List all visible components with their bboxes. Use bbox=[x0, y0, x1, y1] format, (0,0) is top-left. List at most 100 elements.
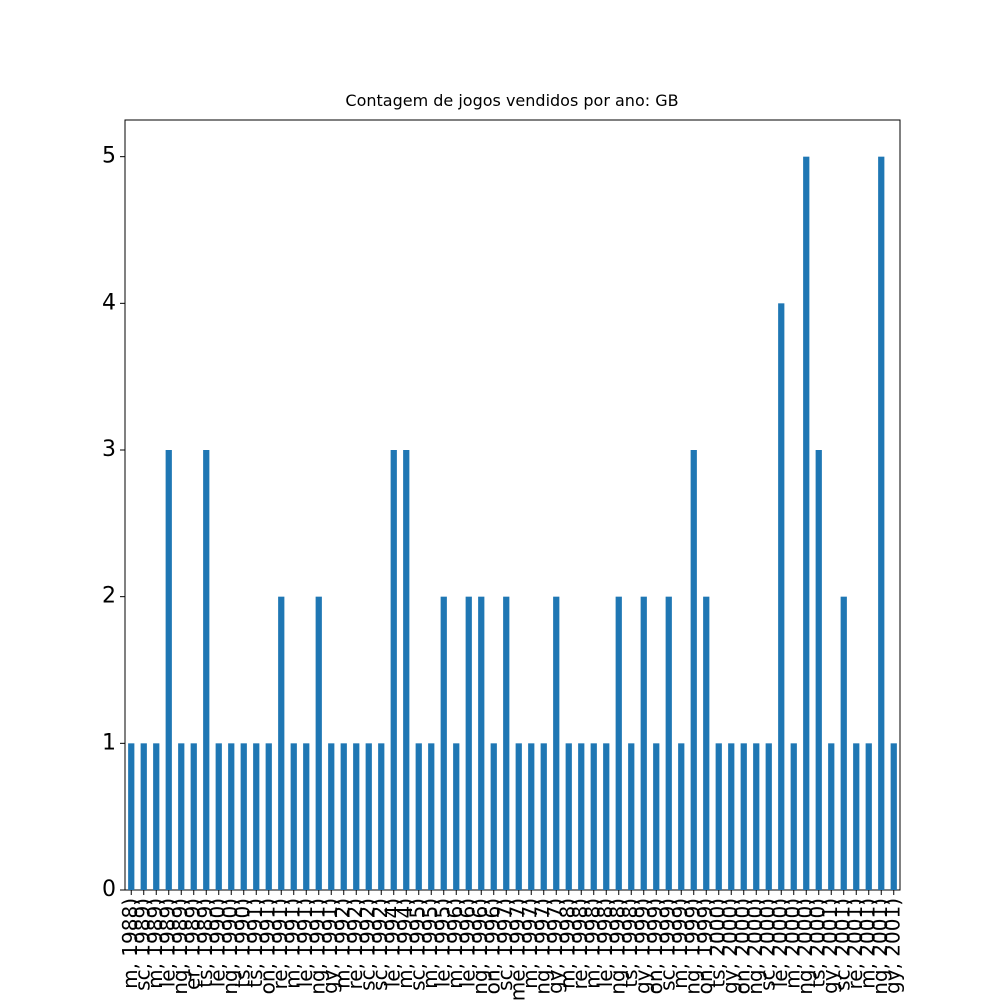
x-tick-label: ng, 1996) bbox=[468, 898, 492, 995]
x-tick-label: sc, 2000) bbox=[755, 898, 779, 991]
bar bbox=[540, 743, 547, 890]
bar bbox=[153, 743, 160, 890]
bar bbox=[653, 743, 660, 890]
x-tick-label: m, 2001) bbox=[855, 898, 879, 989]
bar bbox=[665, 596, 672, 890]
x-tick-label: m, 1998) bbox=[580, 898, 604, 989]
x-tick-label: m, 1997) bbox=[518, 898, 542, 989]
x-tick-label: me, 1997) bbox=[505, 898, 529, 1000]
bar bbox=[465, 596, 472, 890]
x-tick-label: ts, 1998) bbox=[618, 898, 642, 988]
x-tick-label: sc, 1997) bbox=[493, 898, 517, 991]
x-tick-label: ts, 2000) bbox=[805, 898, 829, 988]
x-tick-label: sc, 1989) bbox=[130, 898, 154, 991]
bar bbox=[228, 743, 235, 890]
x-tick-label: on, 1996) bbox=[480, 898, 504, 994]
bar bbox=[815, 450, 822, 890]
plot-frame bbox=[124, 119, 901, 891]
x-tick-label: m, 1988) bbox=[118, 898, 142, 989]
y-tick-label: 4 bbox=[102, 290, 116, 315]
x-tick-label: gy, 1991) bbox=[318, 898, 342, 994]
x-tick-label: re, 1991) bbox=[268, 898, 292, 990]
bar bbox=[828, 743, 835, 890]
bar bbox=[765, 743, 772, 890]
bar bbox=[315, 596, 322, 890]
x-tick-label: le, 1996) bbox=[455, 898, 479, 987]
x-tick-label: sc, 2001) bbox=[830, 898, 854, 991]
x-tick-label: ng, 1989) bbox=[168, 898, 192, 995]
x-tick-label: ng, 1998) bbox=[605, 898, 629, 995]
bar bbox=[478, 596, 485, 890]
bar bbox=[628, 743, 635, 890]
bar bbox=[178, 743, 185, 890]
x-tick-label: m, 1992) bbox=[330, 898, 354, 989]
bar bbox=[415, 743, 422, 890]
bar bbox=[565, 743, 572, 890]
bar bbox=[728, 743, 735, 890]
bar bbox=[490, 743, 497, 890]
bar bbox=[578, 743, 585, 890]
bar bbox=[365, 743, 372, 890]
bar bbox=[203, 450, 210, 890]
bar bbox=[878, 156, 885, 890]
x-tick-label: le, 1989) bbox=[155, 898, 179, 987]
bar bbox=[678, 743, 685, 890]
x-tick-label: m, 1994) bbox=[393, 898, 417, 989]
bar bbox=[803, 156, 810, 890]
x-tick-label: sc, 1995) bbox=[405, 898, 429, 991]
bar bbox=[553, 596, 560, 890]
bar bbox=[753, 743, 760, 890]
x-tick-label: gy, 2000) bbox=[718, 898, 742, 994]
x-tick-label: le, 1995) bbox=[430, 898, 454, 987]
y-tick-label: 2 bbox=[102, 584, 116, 609]
x-tick-label: gy, 2001) bbox=[880, 898, 904, 994]
x-tick-label: ng, 2001) bbox=[868, 898, 892, 995]
x-tick-label: ng, 1997) bbox=[530, 898, 554, 995]
bar bbox=[215, 743, 222, 890]
x-tick-label: ts, 1991) bbox=[243, 898, 267, 988]
y-tick-label: 5 bbox=[102, 144, 116, 169]
x-tick-label: m, 1989) bbox=[143, 898, 167, 989]
bar bbox=[240, 743, 247, 890]
x-tick-label: ng, 2000) bbox=[743, 898, 767, 995]
x-tick-label: ts, 1990) bbox=[230, 898, 254, 988]
y-tick-label: 0 bbox=[102, 877, 116, 902]
bar bbox=[403, 450, 410, 890]
x-tick-label: m, 1991) bbox=[280, 898, 304, 989]
bar bbox=[528, 743, 535, 890]
bar bbox=[603, 743, 610, 890]
x-tick-label: ng, 1991) bbox=[305, 898, 329, 995]
bar bbox=[265, 743, 272, 890]
bar bbox=[690, 450, 697, 890]
x-tick-label: ng, 1990) bbox=[218, 898, 242, 995]
bar bbox=[440, 596, 447, 890]
x-tick-label: m, 2000) bbox=[780, 898, 804, 989]
x-tick-label: gy, 2001) bbox=[818, 898, 842, 994]
bar bbox=[703, 596, 710, 890]
y-tick-label: 1 bbox=[102, 730, 116, 755]
bar bbox=[853, 743, 860, 890]
x-tick-label: m, 1999) bbox=[668, 898, 692, 989]
x-tick-label: m, 1996) bbox=[443, 898, 467, 989]
x-tick-label: on, 1999) bbox=[693, 898, 717, 994]
x-tick-label: m, 1995) bbox=[418, 898, 442, 989]
bar bbox=[165, 450, 172, 890]
bar bbox=[278, 596, 285, 890]
x-tick-label: ng, 1999) bbox=[680, 898, 704, 995]
bar bbox=[790, 743, 797, 890]
x-tick-label: on, 1991) bbox=[255, 898, 279, 994]
x-tick-label: le, 1998) bbox=[593, 898, 617, 987]
y-tick-label: 3 bbox=[102, 437, 116, 462]
x-tick-label: le, 1991) bbox=[293, 898, 317, 987]
x-tick-label: on, 2000) bbox=[730, 898, 754, 994]
x-tick-label: gy, 1997) bbox=[543, 898, 567, 994]
bar bbox=[353, 743, 360, 890]
bar bbox=[290, 743, 297, 890]
bar bbox=[128, 743, 135, 890]
bar bbox=[303, 743, 310, 890]
bar bbox=[378, 743, 385, 890]
x-tick-label: m, 1998) bbox=[555, 898, 579, 989]
bar bbox=[865, 743, 872, 890]
